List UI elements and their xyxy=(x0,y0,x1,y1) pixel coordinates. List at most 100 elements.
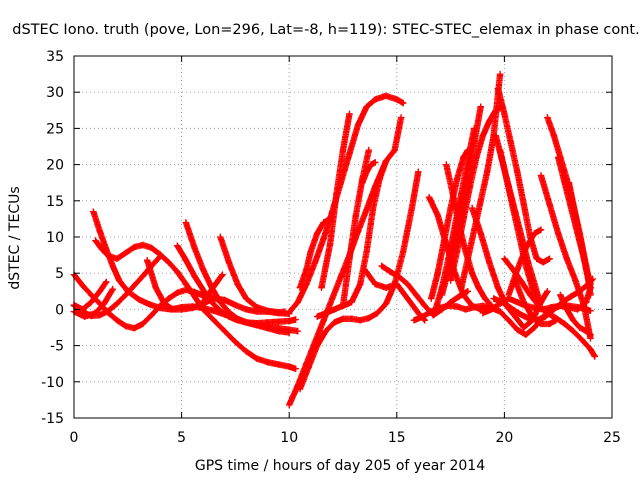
data-point xyxy=(555,230,562,237)
data-point xyxy=(165,259,172,266)
plot-area xyxy=(70,70,598,409)
data-point xyxy=(529,313,536,320)
series-arc-32 xyxy=(494,85,553,266)
data-point xyxy=(165,295,172,302)
data-point xyxy=(537,172,545,179)
data-point xyxy=(397,114,405,121)
series-arc-17 xyxy=(318,110,353,291)
data-point xyxy=(378,262,385,270)
data-point xyxy=(576,324,583,331)
data-point xyxy=(92,309,99,317)
data-point xyxy=(122,322,129,330)
data-point xyxy=(527,291,534,299)
data-point xyxy=(582,327,590,335)
data-point xyxy=(191,272,198,280)
data-point xyxy=(546,255,553,262)
data-point xyxy=(88,291,95,299)
data-point xyxy=(191,244,198,252)
data-point xyxy=(516,233,523,241)
data-point xyxy=(100,300,108,307)
data-point xyxy=(178,306,185,313)
data-point xyxy=(109,285,116,293)
data-point xyxy=(253,321,261,328)
data-point xyxy=(499,298,506,306)
data-point xyxy=(546,320,553,328)
axis-ticks: 0 5 10 15 20 25 -15 -10 -5 0 5 10 15 20 25 30 35 xyxy=(41,49,621,446)
data-point xyxy=(313,230,321,237)
data-point xyxy=(501,110,508,118)
data-point xyxy=(563,306,571,313)
data-point xyxy=(305,364,312,371)
data-point xyxy=(182,219,190,226)
data-point xyxy=(286,401,293,409)
data-point xyxy=(511,277,519,284)
y-tick-label: 5 xyxy=(55,266,64,282)
series-arc-19 xyxy=(359,159,379,186)
data-point xyxy=(376,175,383,183)
data-point xyxy=(382,300,390,307)
data-point xyxy=(232,301,239,309)
data-point xyxy=(253,304,261,311)
data-point xyxy=(217,307,224,315)
series-arc-14 xyxy=(296,168,422,393)
data-point xyxy=(357,317,364,324)
data-point xyxy=(387,268,394,275)
data-point xyxy=(313,342,321,349)
data-point xyxy=(88,298,95,306)
x-tick-label: 10 xyxy=(280,430,298,446)
series-arc-43 xyxy=(557,291,594,338)
data-point xyxy=(550,306,558,313)
data-point xyxy=(359,179,366,186)
x-tick-label: 15 xyxy=(388,430,406,446)
data-point xyxy=(507,304,515,312)
data-point xyxy=(539,259,547,266)
data-point xyxy=(537,320,545,328)
data-point xyxy=(135,296,142,303)
data-point xyxy=(292,316,299,323)
data-point xyxy=(208,298,215,306)
data-point xyxy=(339,302,347,309)
data-point xyxy=(408,204,416,212)
data-point xyxy=(292,365,299,372)
data-point xyxy=(139,272,147,280)
data-point xyxy=(174,242,181,249)
data-point xyxy=(391,146,398,154)
data-point xyxy=(503,175,510,183)
data-point xyxy=(432,306,439,313)
data-point xyxy=(122,249,129,257)
data-point xyxy=(357,280,364,288)
x-tick-label: 25 xyxy=(603,430,621,446)
data-point xyxy=(520,298,527,306)
data-point xyxy=(580,302,588,309)
data-point xyxy=(496,308,504,315)
data-point xyxy=(156,251,164,258)
data-point xyxy=(189,304,196,312)
data-point xyxy=(294,327,302,335)
data-point xyxy=(96,311,104,319)
data-point xyxy=(468,302,476,309)
y-tick-label: 0 xyxy=(55,302,64,318)
data-point xyxy=(361,266,368,273)
series-arc-39 xyxy=(537,172,594,342)
data-point xyxy=(591,353,598,360)
data-point xyxy=(232,338,239,346)
series-arc-33 xyxy=(496,146,543,306)
series-arc-26 xyxy=(438,103,484,299)
data-point xyxy=(516,310,523,317)
data-point xyxy=(367,161,375,168)
data-point xyxy=(440,237,448,244)
data-point xyxy=(410,317,418,324)
data-point xyxy=(199,266,207,273)
data-point xyxy=(458,284,465,291)
data-point xyxy=(563,255,571,262)
data-point xyxy=(346,255,353,262)
data-point xyxy=(486,259,493,266)
data-point xyxy=(311,259,319,266)
data-point xyxy=(217,233,224,241)
data-point xyxy=(578,244,586,252)
data-point xyxy=(242,306,250,313)
data-point xyxy=(182,280,190,288)
data-point xyxy=(329,295,336,302)
